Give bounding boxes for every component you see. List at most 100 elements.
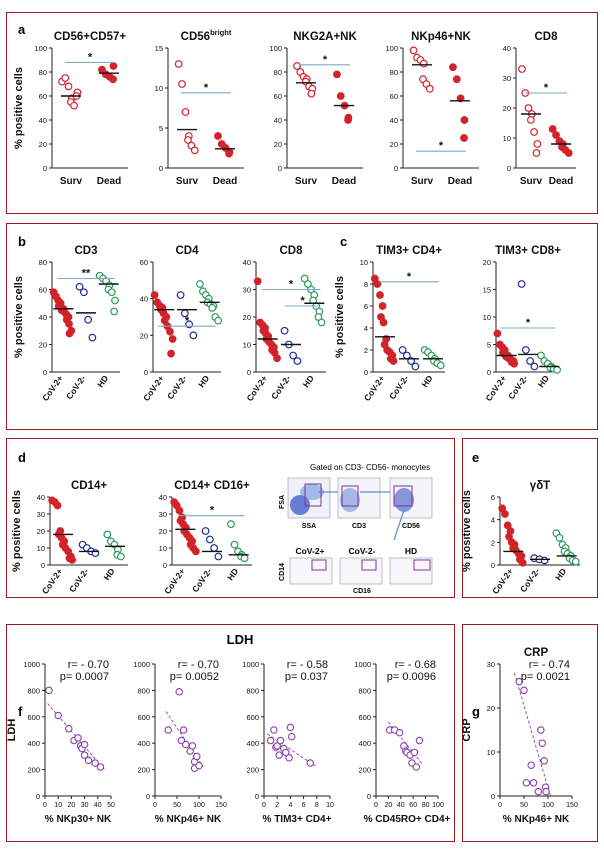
x-category-label: Surv xyxy=(60,176,83,187)
chart-a4 xyxy=(400,46,479,169)
data-point xyxy=(317,318,326,327)
y-tick-label: 5 xyxy=(159,124,163,133)
data-point xyxy=(150,291,159,299)
y-tick-label: 15 xyxy=(155,44,163,53)
panel-bc xyxy=(6,223,598,430)
data-point xyxy=(289,351,298,360)
y-tick-label: 20 xyxy=(503,104,511,113)
data-point xyxy=(205,535,214,544)
data-point xyxy=(184,136,192,144)
x-category-label: HD xyxy=(95,373,110,389)
data-point xyxy=(270,726,278,734)
x-tick-label: 40 xyxy=(94,802,102,809)
data-point xyxy=(214,552,223,561)
data-point xyxy=(175,687,183,696)
x-tick-label: 100 xyxy=(193,802,205,809)
data-point xyxy=(344,116,352,124)
y-tick-label: 600 xyxy=(27,713,40,722)
y-tick-label: 10 xyxy=(483,313,491,322)
chart-a1 xyxy=(49,47,128,169)
data-point xyxy=(518,558,527,567)
y-tick-label: 10 xyxy=(155,84,163,93)
y-tick-label: 0 xyxy=(43,368,47,377)
data-point xyxy=(373,280,382,288)
y-tick-label: 0 xyxy=(364,368,368,377)
x-tick-label: 20 xyxy=(68,802,76,809)
panel-g xyxy=(462,624,598,842)
data-point xyxy=(376,291,384,299)
x-tick-label: 10 xyxy=(326,802,334,809)
data-point xyxy=(564,149,573,157)
chart-title: CRP xyxy=(524,647,549,659)
data-point xyxy=(548,125,557,133)
chart-title: CD14+ xyxy=(71,480,107,492)
x-axis-label: % CD45RO+ CD4+ xyxy=(364,814,451,825)
chart-title: CD14+ CD16+ xyxy=(174,480,250,492)
data-point xyxy=(534,787,543,796)
data-point xyxy=(415,736,424,745)
y-tick-label: 0 xyxy=(41,561,45,570)
data-point xyxy=(540,757,548,765)
data-point xyxy=(75,282,84,291)
data-point xyxy=(201,527,210,535)
chart-title: NKG2A+NK xyxy=(293,31,357,43)
significance-label: * xyxy=(210,505,215,517)
chart-title: CD56bright xyxy=(181,28,232,43)
y-tick-label: 10 xyxy=(503,134,511,143)
y-tick-label: 6 xyxy=(364,302,368,311)
y-tick-label: 15 xyxy=(483,286,491,295)
data-point xyxy=(520,686,528,695)
y-tick-label: 10 xyxy=(243,341,251,350)
data-point xyxy=(53,501,62,510)
significance-label: * xyxy=(185,315,190,327)
data-point xyxy=(293,357,302,365)
x-category-label: Dead xyxy=(213,176,237,187)
chart-title: TIM3+ CD8+ xyxy=(495,245,561,257)
data-point xyxy=(182,740,190,749)
y-tick-label: 80 xyxy=(390,68,398,77)
data-point xyxy=(196,280,204,288)
y-tick-label: 40 xyxy=(39,116,47,125)
flow-plot-cd14-cd16 xyxy=(289,557,333,585)
y-tick-label: 0 xyxy=(507,164,511,173)
x-category-label: CoV-2- xyxy=(165,373,189,401)
x-category-label: CoV-2+ xyxy=(40,373,65,403)
data-point xyxy=(189,331,198,340)
y-tick-label: 200 xyxy=(358,766,371,775)
panel-letter-b: b xyxy=(18,234,26,249)
x-tick-label: 6 xyxy=(302,802,306,809)
significance-label: * xyxy=(323,54,328,66)
data-point xyxy=(532,149,541,157)
x-tick-label: 10 xyxy=(54,802,62,809)
data-point xyxy=(522,779,531,787)
x-tick-label: 2 xyxy=(275,802,279,809)
data-point xyxy=(542,787,550,796)
data-point xyxy=(193,752,201,761)
x-tick-label: 0 xyxy=(498,802,502,809)
y-tick-label: 4 xyxy=(364,324,368,333)
data-point xyxy=(537,351,545,360)
data-point xyxy=(210,544,219,552)
x-category-label: CoV-2- xyxy=(387,373,411,401)
y-tick-label: 0 xyxy=(491,792,495,801)
data-point xyxy=(266,736,275,745)
data-point xyxy=(54,711,62,720)
data-point xyxy=(225,149,233,158)
y-tick-label: 30 xyxy=(487,660,495,669)
x-category-label: HD xyxy=(225,566,240,582)
y-tick-label: 6 xyxy=(491,493,495,502)
x-category-label: Surv xyxy=(520,176,543,187)
x-tick-label: 150 xyxy=(215,802,227,809)
data-point xyxy=(555,533,564,542)
flow-cd3-label: CD3 xyxy=(352,523,366,530)
data-point xyxy=(307,89,316,98)
y-tick-label: 20 xyxy=(140,331,148,340)
y-tick-label: 10 xyxy=(37,544,45,553)
panel-letter-g: g xyxy=(472,704,480,719)
data-point xyxy=(181,108,190,116)
chart-title: TIM3+ CD4+ xyxy=(376,245,442,257)
data-point xyxy=(287,732,296,741)
data-point xyxy=(460,134,468,142)
y-tick-label: 80 xyxy=(39,68,47,77)
data-point xyxy=(208,303,217,312)
